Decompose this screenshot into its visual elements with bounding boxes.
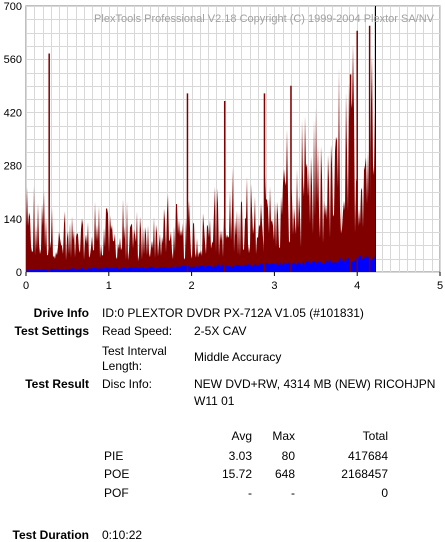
stats-row-name: POE xyxy=(104,467,130,481)
read-speed-value: 2-5X CAV xyxy=(194,324,247,338)
read-speed-label: Read Speed: xyxy=(102,324,173,338)
x-tick-label: 1 xyxy=(106,280,112,292)
disc-info-line2: W11 01 xyxy=(194,394,235,408)
stats-header-max: Max xyxy=(272,429,295,443)
stats-row-name: PIE xyxy=(104,449,124,463)
stats-row-total: 2168457 xyxy=(341,467,388,481)
test-settings-label: Test Settings xyxy=(14,324,89,338)
y-tick-label: 280 xyxy=(4,161,22,173)
interval-label-1: Test Interval xyxy=(102,344,167,358)
x-tick-label: 2 xyxy=(189,280,195,292)
y-tick-label: 0 xyxy=(16,267,22,279)
stats-header-total: Total xyxy=(362,429,388,443)
chart-title: PlexTools Professional V2.18 Copyright (… xyxy=(94,13,435,25)
drive-info-value: ID:0 PLEXTOR DVDR PX-712A V1.05 (#101831… xyxy=(102,306,364,320)
tick-layer: 0 1 2 3 4 5 0 140 280 420 560 700 xyxy=(4,1,443,292)
disc-info-label: Disc Info: xyxy=(102,377,153,391)
series-layer xyxy=(26,6,376,272)
y-tick-label: 700 xyxy=(4,1,22,13)
x-tick-label: 3 xyxy=(271,280,277,292)
stats-row-total: 417684 xyxy=(347,449,388,463)
interval-label-2: Length: xyxy=(102,359,143,373)
scan-chart: 0 1 2 3 4 5 0 140 280 420 560 700 PlexTools Profess… xyxy=(4,1,443,292)
stats-row-avg: 15.72 xyxy=(221,467,252,481)
stats-header-avg: Avg xyxy=(231,429,252,443)
test-duration-label: Test Duration xyxy=(12,528,89,542)
stats-row-avg: 3.03 xyxy=(228,449,252,463)
stats-row-name: POF xyxy=(104,486,129,500)
stats-row-max: 648 xyxy=(274,467,295,481)
stats-row-max: - xyxy=(291,486,295,500)
interval-value: Middle Accuracy xyxy=(194,350,282,364)
stats-row-max: 80 xyxy=(281,449,295,463)
series-poe-area xyxy=(26,44,375,272)
stats-row-total: 0 xyxy=(381,486,388,500)
x-tick-label: 5 xyxy=(437,280,443,292)
y-tick-label: 420 xyxy=(4,107,22,119)
x-tick-label: 0 xyxy=(23,280,29,292)
series-pie-area xyxy=(26,255,375,272)
y-tick-label: 140 xyxy=(4,214,22,226)
stats-row-avg: - xyxy=(248,486,252,500)
x-tick-label: 4 xyxy=(354,280,360,292)
test-duration-value: 0:10:22 xyxy=(102,528,143,542)
disc-info-line1: NEW DVD+RW, 4314 MB (NEW) RICOHJPN xyxy=(194,377,436,391)
drive-info-label: Drive Info xyxy=(33,306,89,320)
test-result-label: Test Result xyxy=(25,377,89,391)
y-tick-label: 560 xyxy=(4,54,22,66)
